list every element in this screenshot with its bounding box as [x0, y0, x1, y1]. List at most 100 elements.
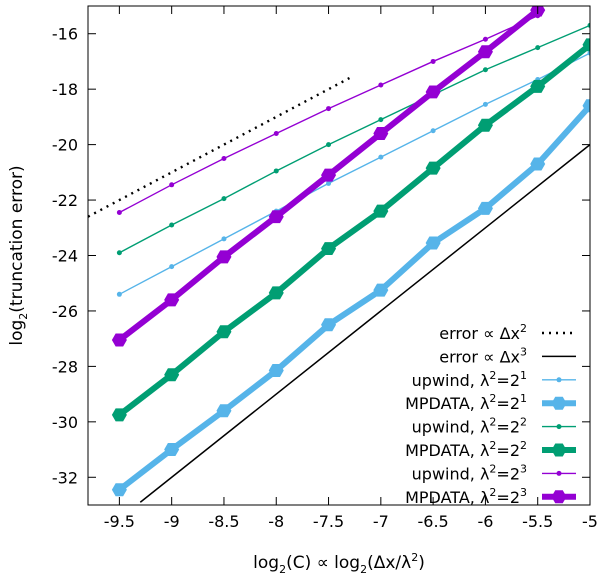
data-point: [326, 180, 332, 186]
data-point: [326, 106, 332, 112]
series-line: [117, 42, 590, 418]
data-point: [425, 236, 441, 250]
x-tick-label: -5: [582, 512, 598, 531]
data-point: [482, 67, 488, 73]
data-point: [169, 222, 175, 228]
data-point: [268, 286, 284, 300]
data-point: [326, 142, 332, 148]
data-point: [378, 117, 384, 123]
data-point: [477, 45, 493, 59]
y-tick-label: -26: [52, 302, 78, 321]
data-point: [216, 404, 232, 418]
x-tick-label: -7.5: [313, 512, 344, 531]
data-point: [268, 210, 284, 224]
data-point: [582, 38, 590, 52]
y-tick-label: -28: [52, 357, 78, 376]
data-point: [587, 22, 590, 28]
data-point: [116, 291, 122, 297]
data-point: [430, 128, 436, 134]
y-tick-label: -24: [52, 247, 78, 266]
data-point: [169, 182, 175, 188]
legend-marker: [551, 490, 567, 504]
legend-entry-label: MPDATA, λ2=21: [405, 392, 527, 413]
series-line: [119, 24, 590, 254]
series-mpdata-2: [111, 99, 590, 497]
data-point: [373, 204, 389, 218]
series-upwind-1: [116, 50, 590, 297]
reference-line-slope-3: [139, 144, 590, 503]
series-line: [119, 52, 590, 295]
x-axis-label: log2(C) ∝ log2(Δx/λ2): [253, 551, 425, 576]
series-upwind-3: [116, 22, 590, 256]
data-point: [378, 82, 384, 88]
data-point: [268, 364, 284, 378]
data-point: [111, 408, 127, 422]
data-point: [430, 58, 436, 64]
y-tick-label: -22: [52, 191, 78, 210]
reference-line-slope-2: [88, 77, 351, 218]
legend-marker: [556, 424, 562, 430]
legend-marker: [556, 377, 562, 383]
data-point: [169, 264, 175, 270]
tick-layer: -9.5 -9 -8.5 -8 -7.5 -7 -6.5 -6 -5.5 -5 -16 -18 -20 -…: [52, 6, 598, 531]
y-tick-label: -32: [52, 468, 78, 487]
legend-marker: [556, 470, 562, 476]
data-point: [535, 45, 541, 51]
data-point: [116, 210, 122, 216]
y-axis-label: log2(truncation error): [7, 165, 30, 345]
y-tick-label: -18: [52, 80, 78, 99]
series-line: [117, 103, 590, 493]
legend-entry-label: upwind, λ2=22: [412, 416, 527, 437]
data-point: [373, 127, 389, 141]
y-tick-label: -30: [52, 413, 78, 432]
data-point: [273, 168, 279, 174]
data-point: [530, 157, 546, 171]
series-layer: [88, 6, 590, 503]
data-point: [587, 50, 590, 56]
data-point: [425, 85, 441, 99]
legend-entry-label: upwind, λ2=21: [412, 369, 527, 390]
data-point: [321, 318, 337, 332]
data-point: [477, 118, 493, 132]
x-tick-label: -9: [164, 512, 180, 531]
data-point: [216, 250, 232, 264]
legend-entry-label: upwind, λ2=23: [412, 462, 527, 483]
data-point: [482, 36, 488, 42]
data-point: [111, 333, 127, 347]
x-tick-label: -7: [373, 512, 389, 531]
legend-marker: [551, 396, 567, 410]
x-tick-label: -6: [477, 512, 493, 531]
legend-entry-label: MPDATA, λ2=23: [405, 486, 527, 507]
data-point: [164, 368, 180, 382]
x-tick-label: -8.5: [208, 512, 239, 531]
data-point: [321, 242, 337, 256]
legend-entry-label: error ∝ Δx3: [439, 345, 527, 366]
legend-entry-label: MPDATA, λ2=22: [405, 439, 527, 460]
data-point: [482, 101, 488, 107]
x-tick-label: -6.5: [418, 512, 449, 531]
legend-entry-label: error ∝ Δx2: [439, 322, 527, 343]
data-point: [425, 161, 441, 175]
data-point: [221, 155, 227, 161]
data-point: [116, 250, 122, 256]
y-tick-label: -16: [52, 25, 78, 44]
series-mpdata-6: [111, 6, 546, 347]
x-tick-label: -9.5: [104, 512, 135, 531]
data-point: [221, 236, 227, 242]
data-point: [164, 443, 180, 457]
data-point: [321, 168, 337, 182]
data-point: [164, 293, 180, 307]
x-tick-label: -8: [268, 512, 284, 531]
x-tick-label: -5.5: [522, 512, 553, 531]
y-tick-label: -20: [52, 136, 78, 155]
series-mpdata-4: [111, 38, 590, 422]
data-point: [216, 325, 232, 339]
data-point: [221, 196, 227, 202]
data-point: [530, 79, 546, 93]
data-point: [111, 483, 127, 497]
legend-marker: [551, 443, 567, 457]
data-point: [373, 283, 389, 297]
data-point: [582, 99, 590, 113]
